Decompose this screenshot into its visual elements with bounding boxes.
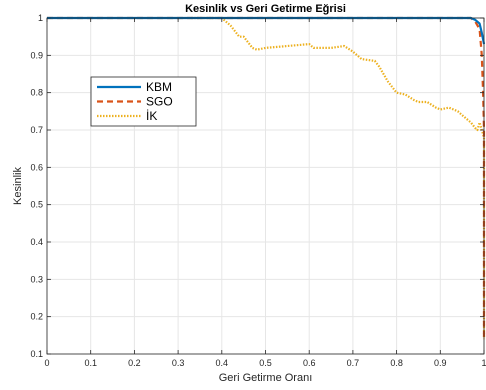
y-tick-label: 0.6	[30, 162, 43, 172]
y-tick-label: 0.7	[30, 125, 43, 135]
x-tick-label: 0.4	[216, 358, 229, 368]
x-tick-label: 0.1	[84, 358, 97, 368]
x-tick-label: 0	[44, 358, 49, 368]
y-tick-label: 0.1	[30, 349, 43, 359]
x-tick-label: 0.7	[347, 358, 360, 368]
x-tick-label: 0.9	[434, 358, 447, 368]
y-tick-label: 0.9	[30, 50, 43, 60]
y-tick-label: 0.5	[30, 200, 43, 210]
legend-label: SGO	[146, 95, 173, 109]
legend-box	[90, 76, 197, 127]
x-tick-label: 0.5	[259, 358, 272, 368]
y-tick-label: 0.4	[30, 237, 43, 247]
y-axis-title: Kesinlik	[12, 167, 24, 205]
ticks: 0 0.1 0.2 0.3 0.4 0.5 0.6 0.7 0.8 0.9 10.10.20.30.…	[30, 13, 486, 368]
x-tick-label: 0.3	[172, 358, 185, 368]
chart-title: Kesinlik vs Geri Getirme Eğrisi	[185, 3, 346, 15]
x-tick-label: 1	[481, 358, 486, 368]
y-tick-label: 0.2	[30, 312, 43, 322]
x-tick-label: 0.8	[390, 358, 403, 368]
x-tick-label: 0.2	[128, 358, 141, 368]
x-axis-title: Geri Getirme Oranı	[219, 372, 313, 384]
series-line-ik	[191, 16, 486, 340]
y-tick-label: 0.3	[30, 274, 43, 284]
y-tick-label: 0.8	[30, 88, 43, 98]
legend-label: İK	[146, 109, 157, 123]
x-tick-label: 0.6	[303, 358, 316, 368]
y-tick-label: 1	[38, 13, 43, 23]
legend-label: KBM	[146, 80, 172, 94]
